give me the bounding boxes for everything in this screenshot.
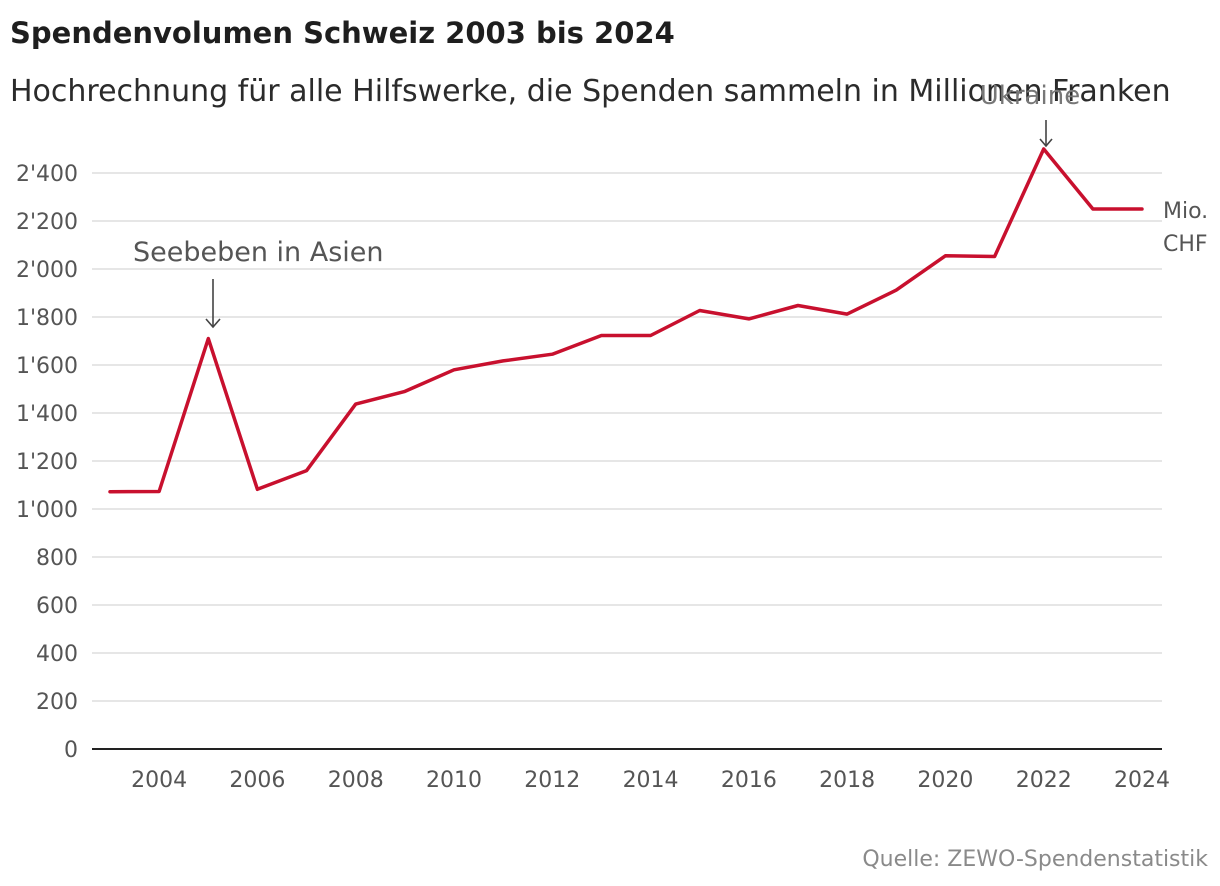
- x-tick-label: 2012: [524, 768, 580, 793]
- annotation-label: Ukraine: [980, 81, 1080, 111]
- x-tick-label: 2020: [917, 768, 973, 793]
- y-tick-label: 800: [36, 546, 78, 571]
- y-tick-label: 600: [36, 594, 78, 619]
- x-tick-label: 2016: [721, 768, 777, 793]
- annotations: Seebeben in Asien Ukraine: [133, 81, 1080, 329]
- y-tick-label: 1'200: [16, 450, 78, 475]
- chart-subtitle: Hochrechnung für alle Hilfswerke, die Sp…: [10, 74, 1171, 109]
- x-tick-label: 2004: [131, 768, 187, 793]
- x-tick-label: 2010: [426, 768, 482, 793]
- series-lines: [108, 147, 1144, 494]
- series-line: [108, 147, 1144, 494]
- x-tick-label: 2014: [623, 768, 679, 793]
- unit-label-line2: CHF: [1163, 232, 1208, 257]
- x-tick-label: 2008: [328, 768, 384, 793]
- chart-title: Spendenvolumen Schweiz 2003 bis 2024: [10, 16, 675, 50]
- x-tick-label: 2018: [819, 768, 875, 793]
- annotation-arrowhead: [205, 318, 221, 329]
- y-tick-label: 2'400: [16, 162, 78, 187]
- y-tick-label: 200: [36, 690, 78, 715]
- annotation-arrowhead: [1039, 138, 1053, 148]
- y-tick-label: 2'200: [16, 210, 78, 235]
- y-tick-label: 1'000: [16, 498, 78, 523]
- x-tick-label: 2022: [1016, 768, 1072, 793]
- y-tick-label: 1'400: [16, 402, 78, 427]
- x-tick-label: 2006: [229, 768, 285, 793]
- annotation-label: Seebeben in Asien: [133, 237, 384, 268]
- y-tick-label: 1'800: [16, 306, 78, 331]
- x-tick-label: 2024: [1114, 768, 1170, 793]
- y-tick-label: 1'600: [16, 354, 78, 379]
- gridlines: [92, 172, 1162, 702]
- y-tick-label: 2'000: [16, 258, 78, 283]
- y-axis-ticks: 0 200 400 600 800 1'000 1'200 1'400 1'600 1'800 2'…: [16, 162, 78, 763]
- source-note: Quelle: ZEWO-Spendenstatistik: [862, 847, 1208, 872]
- unit-label-line1: Mio.: [1163, 199, 1208, 224]
- x-axis-ticks: 2004 2006 2008 2010 2012 2014 2016 2018 2020 2022…: [131, 768, 1170, 793]
- y-tick-label: 400: [36, 642, 78, 667]
- y-tick-label: 0: [64, 738, 78, 763]
